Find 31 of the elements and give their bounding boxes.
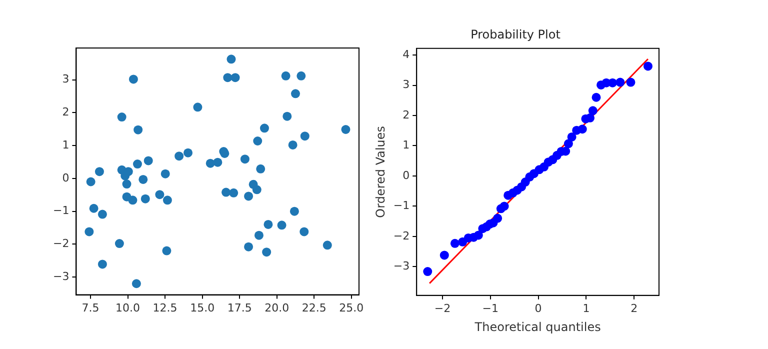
x-tick-label: 25.0 [339,301,364,314]
y-tick-label: −2 [52,237,70,250]
x-tick-label: 1 [582,302,590,315]
x-tick-label: −1 [482,302,498,315]
x-tick-label: 12.5 [152,301,178,314]
y-tick-label: 3 [402,78,410,92]
y-tick-label: −3 [52,270,70,283]
x-tick-label: 22.5 [302,301,326,314]
y-tick-label: −3 [393,260,410,273]
y-tick-label: 1 [402,138,410,152]
x-tick-label: 17.5 [227,301,252,314]
x-tick-label: 2 [630,302,638,315]
y-tick-label: 4 [402,48,410,61]
y-tick-label: 0 [62,171,70,184]
x-tick-label: 7.5 [82,301,100,314]
x-tick-label: 10.0 [116,301,140,314]
x-tick-label: −2 [434,302,451,315]
y-tick-label: 0 [402,168,410,182]
x-tick-label: 0 [534,302,542,315]
y-tick-label: 2 [62,106,70,119]
y-tick-label: 2 [402,108,410,122]
x-tick-label: 20.0 [264,301,290,314]
x-axis-title: Theoretical quantiles [474,320,601,334]
chart-title: Probability Plot [470,27,561,42]
y-tick-label: −2 [393,229,410,242]
y-tick-label: 1 [62,138,70,152]
y-tick-label: −1 [52,204,70,218]
y-tick-label: 3 [62,72,70,86]
x-tick-label: 15.0 [190,301,215,314]
y-axis-title: Ordered Values [373,126,388,218]
y-tick-label: −1 [393,199,410,212]
